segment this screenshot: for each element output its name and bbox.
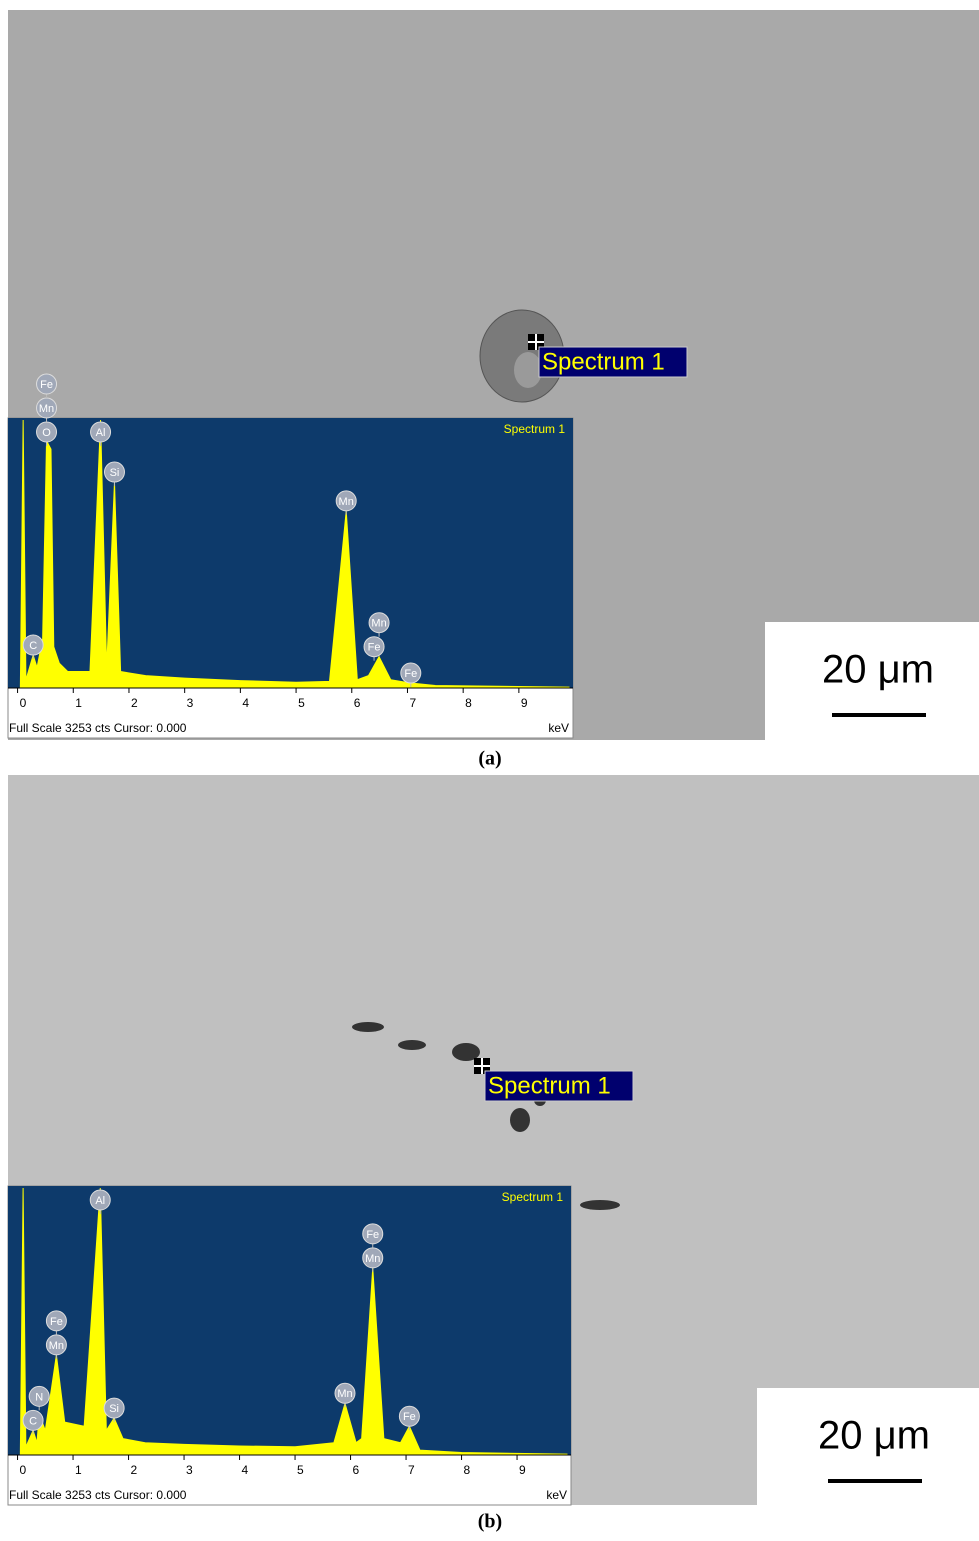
x-tick-label: 4 [242,1463,249,1477]
marker-label: Spectrum 1 [488,1072,611,1099]
peak-label: O [42,427,51,439]
peak-label: Fe [366,1229,379,1241]
x-tick-label: 1 [75,1463,82,1477]
peak-label: C [29,1415,37,1427]
peak-label: Mn [371,618,386,630]
x-tick-label: 0 [20,1463,27,1477]
x-tick-label: 9 [521,696,528,710]
x-axis-label: keV [548,721,569,735]
x-tick-label: 8 [465,696,472,710]
figure: Spectrum 1 20 μm (a) 0 1 2 3 4 5 6 7 8 9 Spectrum 1 Fu… [0,0,979,1541]
x-tick-label: 6 [353,1463,360,1477]
peak-label: Si [110,467,120,479]
marker-label: Spectrum 1 [542,348,665,375]
scale-label: 20 μm [818,1414,930,1458]
x-tick-label: 5 [297,1463,304,1477]
spectrum-title: Spectrum 1 [502,1190,564,1204]
spectrum-footer: Full Scale 3253 cts Cursor: 0.000 [9,721,187,735]
peak-label: Fe [403,1411,416,1423]
peak-label: Fe [50,1316,63,1328]
x-tick-label: 7 [408,1463,415,1477]
peak-label: Mn [39,403,54,415]
peak-label: Mn [337,1388,352,1400]
x-tick-label: 1 [75,696,82,710]
x-tick-label: 7 [409,696,416,710]
peak-label: C [29,640,37,652]
peak-label: Al [96,427,106,439]
x-tick-label: 3 [187,696,194,710]
x-tick-label: 0 [20,696,27,710]
spectrum-footer: Full Scale 3253 cts Cursor: 0.000 [9,1488,187,1502]
x-tick-label: 6 [354,696,361,710]
peak-label: Fe [404,668,417,680]
peak-label: Si [109,1403,119,1415]
x-axis-label: keV [546,1488,567,1502]
inclusion-core [514,352,542,388]
peak-label: Fe [40,379,53,391]
peak-label: Al [95,1195,105,1207]
x-tick-label: 3 [186,1463,193,1477]
peak-label: N [35,1391,43,1403]
x-tick-label: 9 [519,1463,526,1477]
spectrum-title: Spectrum 1 [504,422,566,436]
peak-label: Mn [49,1340,64,1352]
x-tick-label: 2 [131,696,138,710]
peak-label: Mn [339,496,354,508]
x-tick-label: 5 [298,696,305,710]
x-tick-label: 2 [131,1463,138,1477]
x-tick-label: 8 [464,1463,471,1477]
peak-label: Fe [368,642,381,654]
caption: (b) [478,1511,502,1533]
peak-label: Mn [365,1253,380,1265]
scale-label: 20 μm [822,648,934,692]
x-tick-label: 4 [242,696,249,710]
caption: (a) [478,748,501,770]
